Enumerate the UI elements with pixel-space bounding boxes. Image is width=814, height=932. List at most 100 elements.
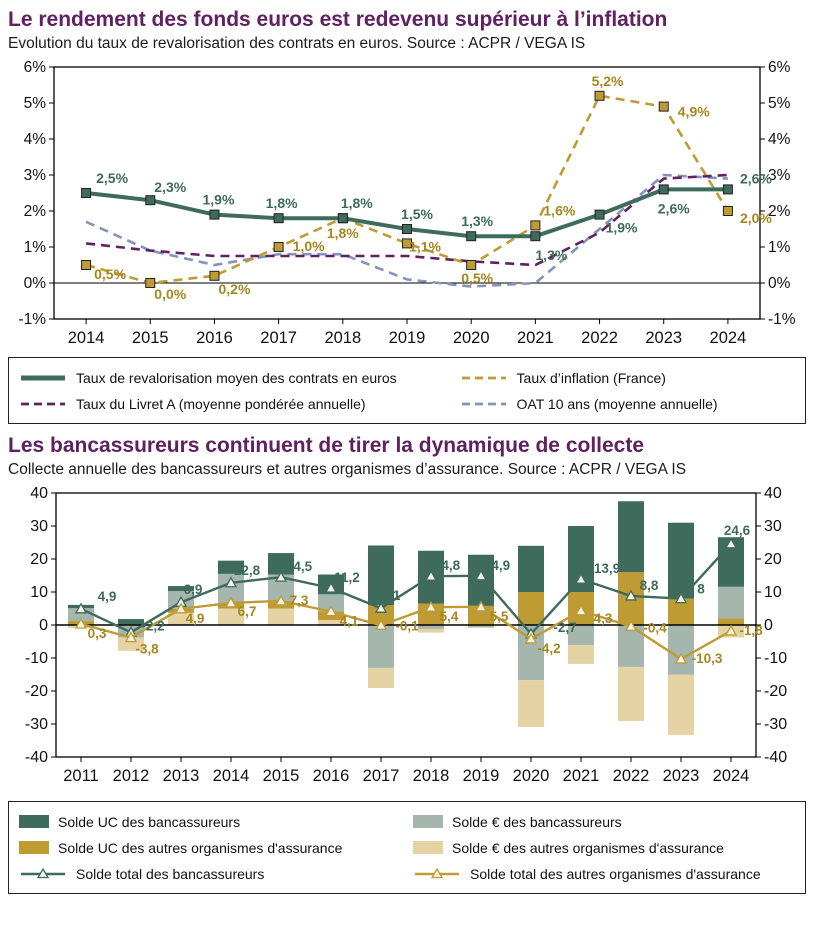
collecte-chart-subtitle: Collecte annuelle des bancassureurs et a… (8, 461, 687, 479)
rates-chart-subtitle: Evolution du taux de revalorisation des … (8, 35, 586, 53)
legend-item-inflation: Taux d’inflation (France) (460, 365, 801, 390)
svg-text:0%: 0% (768, 275, 791, 292)
svg-text:1,6%: 1,6% (543, 203, 575, 219)
svg-text:5,4: 5,4 (440, 609, 459, 624)
svg-text:7,3: 7,3 (290, 593, 309, 608)
svg-text:2015: 2015 (132, 329, 169, 347)
svg-text:4,9: 4,9 (186, 611, 205, 626)
svg-text:30: 30 (764, 518, 782, 535)
euro-bancassureurs-swatch (413, 815, 443, 829)
svg-text:1%: 1% (768, 239, 791, 256)
rates-legend: Taux de revalorisation moyen des contrat… (8, 357, 806, 425)
uc-autres-swatch (19, 841, 49, 855)
svg-text:0%: 0% (24, 275, 47, 292)
svg-text:2,5%: 2,5% (96, 170, 128, 186)
total-bancassureurs-line-sample (21, 867, 65, 878)
svg-text:4,9%: 4,9% (678, 104, 710, 120)
svg-text:4%: 4% (24, 131, 47, 148)
svg-text:1%: 1% (24, 239, 47, 256)
svg-text:1,1%: 1,1% (409, 239, 441, 255)
svg-text:2023: 2023 (645, 329, 682, 347)
svg-text:-30: -30 (25, 716, 48, 733)
svg-text:-1,8: -1,8 (739, 623, 763, 638)
svg-text:0,0%: 0,0% (154, 286, 186, 302)
svg-text:20: 20 (764, 551, 782, 568)
svg-text:8,8: 8,8 (640, 578, 659, 593)
svg-text:4,1: 4,1 (340, 614, 359, 629)
collecte-legend: Solde UC des bancassureurs Solde € des b… (8, 801, 806, 895)
svg-text:-2,2: -2,2 (141, 619, 164, 634)
svg-text:1,8%: 1,8% (266, 195, 298, 211)
svg-text:2014: 2014 (213, 767, 250, 785)
svg-text:12,8: 12,8 (234, 563, 261, 578)
svg-text:0,5%: 0,5% (94, 266, 126, 282)
svg-text:24,6: 24,6 (724, 523, 751, 538)
svg-text:-1%: -1% (768, 311, 796, 328)
svg-text:2,6%: 2,6% (740, 171, 772, 187)
legend-label-total-autres: Solde total des autres organismes d'assu… (470, 865, 761, 882)
svg-text:2%: 2% (768, 203, 791, 220)
svg-text:1,3%: 1,3% (461, 213, 493, 229)
legend-item-euro-autres: Solde € des autres organismes d'assuranc… (413, 835, 801, 860)
svg-text:4,3: 4,3 (594, 611, 613, 626)
uc-bancassureurs-swatch (19, 815, 49, 829)
svg-text:6,9: 6,9 (184, 583, 203, 598)
legend-label-oat: OAT 10 ans (moyenne annuelle) (516, 395, 718, 412)
svg-text:2016: 2016 (196, 329, 233, 347)
svg-text:14,9: 14,9 (484, 558, 510, 573)
svg-text:2017: 2017 (363, 767, 400, 785)
page: Le rendement des fonds euros est redeven… (8, 8, 806, 895)
svg-text:13,9: 13,9 (594, 561, 620, 576)
legend-item-revalorisation: Taux de revalorisation moyen des contrat… (19, 365, 454, 390)
svg-text:6%: 6% (768, 59, 791, 76)
svg-text:0: 0 (764, 617, 773, 634)
svg-text:40: 40 (30, 485, 48, 502)
svg-text:2022: 2022 (581, 329, 618, 347)
svg-text:3%: 3% (768, 167, 791, 184)
svg-text:0,5%: 0,5% (461, 270, 493, 286)
svg-text:-30: -30 (764, 716, 787, 733)
euro-autres-swatch (413, 841, 443, 855)
svg-text:5,2%: 5,2% (592, 73, 624, 89)
legend-item-total-autres: Solde total des autres organismes d'assu… (413, 861, 801, 886)
svg-text:2011: 2011 (63, 767, 98, 785)
legend-label-revalorisation: Taux de revalorisation moyen des contrat… (76, 369, 397, 386)
total-autres-line-sample (415, 867, 459, 878)
svg-text:2021: 2021 (563, 767, 600, 785)
legend-label-euro-autres: Solde € des autres organismes d'assuranc… (452, 839, 724, 856)
svg-text:11,2: 11,2 (334, 570, 360, 585)
svg-text:1,8%: 1,8% (327, 225, 359, 241)
svg-text:20: 20 (30, 551, 48, 568)
svg-text:-20: -20 (25, 683, 48, 700)
svg-text:14,5: 14,5 (286, 559, 313, 574)
svg-text:2,6%: 2,6% (658, 201, 690, 217)
oat-line-sample (461, 402, 506, 406)
svg-text:2019: 2019 (463, 767, 500, 785)
legend-item-total-bancassureurs: Solde total des bancassureurs (19, 861, 407, 886)
svg-text:-0,1: -0,1 (395, 619, 419, 634)
svg-text:-10: -10 (25, 650, 48, 667)
collecte-chart-title: Les bancassureurs continuent de tirer la… (8, 434, 645, 458)
svg-text:2024: 2024 (710, 329, 747, 347)
legend-item-uc-bancassureurs: Solde UC des bancassureurs (19, 809, 407, 834)
svg-text:1,0%: 1,0% (293, 238, 325, 254)
svg-text:1,9%: 1,9% (606, 220, 638, 236)
svg-text:2013: 2013 (163, 767, 200, 785)
svg-text:2017: 2017 (260, 329, 297, 347)
svg-text:-2,7: -2,7 (553, 620, 576, 635)
svg-text:-10,3: -10,3 (692, 651, 723, 666)
legend-item-uc-autres: Solde UC des autres organismes d'assuran… (19, 835, 407, 860)
livret-a-line-sample (21, 402, 65, 406)
legend-item-oat: OAT 10 ans (moyenne annuelle) (460, 391, 801, 416)
legend-label-uc-bancassureurs: Solde UC des bancassureurs (58, 813, 241, 830)
svg-text:5,1: 5,1 (382, 588, 401, 603)
legend-label-inflation: Taux d’inflation (France) (516, 369, 666, 386)
legend-label-livret-a: Taux du Livret A (moyenne pondérée annue… (76, 395, 366, 412)
svg-text:-40: -40 (764, 749, 787, 766)
svg-text:2015: 2015 (263, 767, 300, 785)
svg-text:1,8%: 1,8% (341, 195, 373, 211)
svg-text:6%: 6% (24, 59, 47, 76)
svg-text:8: 8 (697, 582, 705, 597)
svg-text:10: 10 (30, 584, 48, 601)
